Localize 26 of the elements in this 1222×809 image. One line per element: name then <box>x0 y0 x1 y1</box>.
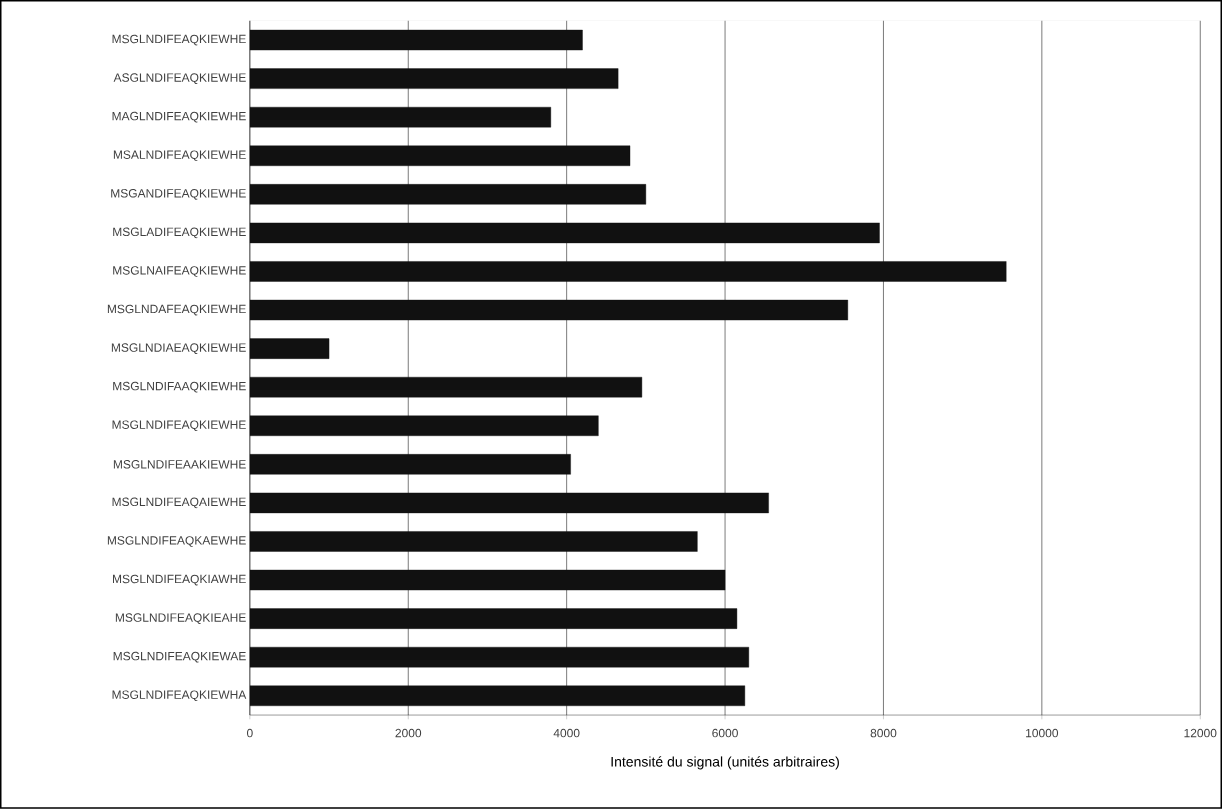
y-tick-label: MSGLNDAFEAQKIEWHE <box>107 304 246 316</box>
y-tick-label: MSGLNDIFEAQKIEWHE <box>112 34 246 46</box>
y-tick-label: MSGLNDIFEAAKIEWHE <box>113 460 246 469</box>
y-tick-label: MSGLNDIFEAQAIEWHE <box>112 497 246 509</box>
x-tick-label: 8000 <box>870 728 897 738</box>
y-tick-label: MSGLADIFEAQKIEWHE <box>113 227 246 239</box>
y-tick-label: MSGLNDIFEAQKAEWHE <box>107 536 246 547</box>
y-tick-label: MSGLNDIFEAQKIEWHA <box>112 690 247 702</box>
x-tick-label: 2000 <box>395 728 422 738</box>
x-tick-label: 0 <box>246 728 253 738</box>
y-tick-label: MAGLNDIFEAQKIEWHE <box>112 111 246 123</box>
x-tick-label: 12000 <box>1184 728 1217 738</box>
y-tick-label: MSGLNDIAEAQKIEWHE <box>111 343 246 355</box>
y-tick-label: MSGANDIFEAQKIEWHE <box>111 189 246 200</box>
y-tick-label: MSALNDIFEAQKIEWHE <box>113 150 246 162</box>
y-tick-label: MSGLNDIFEAQKIAWHE <box>113 574 246 586</box>
y-tick-label: MSGLNDIFEAQKIEWAE <box>113 651 246 663</box>
y-tick-label: MSGLNAIFEAQKIEWHE <box>113 266 246 277</box>
y-tick-label: MSGLNDIFEAQKIEWHE <box>112 420 246 432</box>
y-tick-label: MSGLNDIFEAQKIEAHE <box>115 613 246 625</box>
y-tick-label: MSGLNDIFAAQKIEWHE <box>113 381 246 393</box>
x-tick-label: 4000 <box>553 728 580 738</box>
y-tick-label: ASGLNDIFEAQKIEWHE <box>113 73 246 85</box>
x-axis-title: Intensité du signal (unités arbitraires) <box>611 756 839 770</box>
x-tick-label: 10000 <box>1026 728 1059 738</box>
x-tick-label: 6000 <box>712 728 738 738</box>
